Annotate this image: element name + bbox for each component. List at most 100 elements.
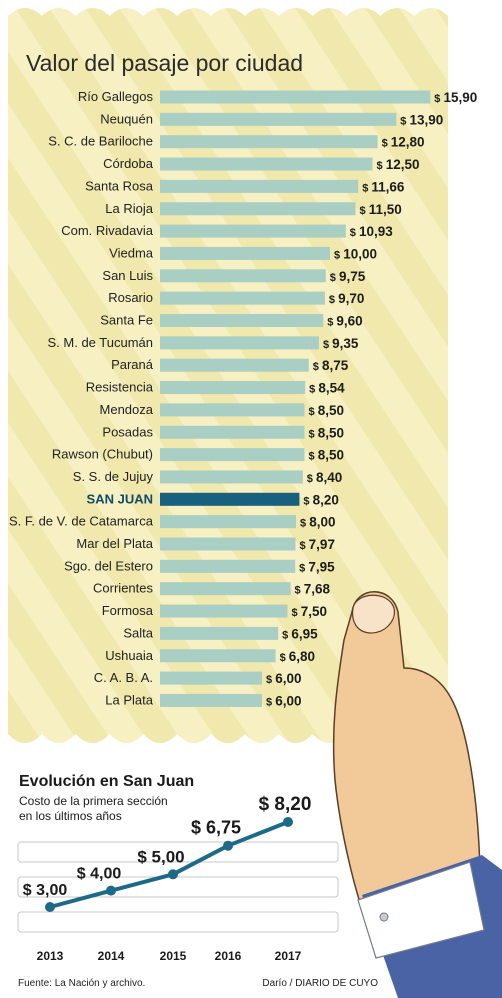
bar [160,470,303,484]
bar-value-label: $ 8,50 [309,448,344,463]
bar-category-label: Posadas [102,424,153,439]
bar-value-label: $ 8,54 [309,381,345,396]
line-value-label: $ 3,00 [23,882,68,899]
line-point [45,902,55,912]
bar-value-label: $ 11,50 [360,202,402,217]
source-note: Fuente: La Nación y archivo. [18,978,146,989]
bar-category-label: Resistencia [86,380,154,395]
bar [160,135,378,149]
bar-category-label: Río Gallegos [78,89,154,104]
bar-category-label: S. F. de V. de Catamarca [9,514,154,529]
bar-value-label: $ 9,60 [327,314,362,329]
bar-category-label: Salta [123,625,153,640]
bar-value-label: $ 10,00 [334,246,377,261]
cuff-button [379,912,389,922]
x-tick-label: 2013 [37,949,64,963]
bar [160,626,279,640]
bar-category-label: Rosario [108,290,153,305]
line-point [168,869,178,880]
shirt-cuff [357,861,485,959]
bar-category-label: Sgo. del Estero [64,558,153,573]
bar-category-label: Santa Rosa [85,178,154,193]
bar [160,537,296,551]
ticket-stripe [8,8,194,743]
bar [160,515,296,529]
bar-category-label: Corrientes [93,581,153,596]
bar-highlight [160,492,300,506]
bar [160,157,373,171]
x-tick-label: 2014 [98,949,125,963]
bar [160,448,305,462]
bar [160,314,324,327]
bar [160,179,359,193]
bar-value-label: $ 15,90 [434,90,477,105]
bar-value-label: $ 6,00 [266,693,301,708]
ticket-stripe [8,8,448,743]
line-value-label: $ 5,00 [137,847,184,866]
line-value-label: $ 4,00 [77,866,122,883]
bar [160,559,296,573]
line-chart: Evolución en San Juan Costo de la primer… [17,773,339,963]
line-point [223,840,233,851]
bar-category-label: Rawson (Chubut) [52,447,153,462]
bar-category-label: Neuquén [100,111,153,126]
bar-value-label: $ 12,50 [377,157,420,172]
grid-band [17,911,339,933]
bar [160,202,356,216]
bar-value-label: $ 9,75 [330,269,366,284]
grid-band [17,841,339,863]
bar-category-label: SAN JUAN [87,491,153,506]
bar [160,582,291,596]
x-tick-label: 2015 [160,949,187,963]
bar-category-label: La Plata [105,692,153,707]
bar-category-label: La Rioja [105,201,153,216]
bar [160,604,288,618]
bar [160,336,319,350]
x-tick-label: 2016 [215,949,242,963]
bar-value-label: $ 8,20 [303,492,338,507]
bar [160,246,330,260]
bar-value-label: $ 8,75 [313,358,349,373]
bar-category-label: Ushuaia [105,648,153,663]
bar [160,291,325,305]
bar-value-label: $ 6,95 [282,626,318,641]
bar [160,403,305,417]
bar [160,425,305,439]
bar-value-label: $ 7,97 [299,537,334,552]
ticket-stripe [10,8,448,743]
bar-value-label: $ 11,66 [362,179,405,194]
grid-band [17,876,339,898]
x-tick-label: 2017 [275,949,302,963]
bar-category-label: Mar del Plata [76,536,153,551]
bar [160,269,326,283]
bar-chart-title: Valor del pasaje por ciudad [26,50,303,76]
bar-value-label: $ 12,80 [382,135,425,150]
bar-value-label: $ 9,70 [329,291,364,306]
bar-category-label: Córdoba [103,156,154,171]
line-point [106,885,116,896]
bar-value-label: $ 9,35 [323,336,359,351]
bar-category-label: San Luis [102,268,153,283]
bar-category-label: C. A. B. A. [94,670,153,685]
bar-category-label: S. C. de Bariloche [48,134,153,149]
bar-category-label: S. S. de Jujuy [73,469,154,484]
bar-category-label: Santa Fe [100,313,153,328]
bar-value-label: $ 13,90 [400,112,443,127]
bar-value-label: $ 8,50 [309,425,344,440]
hand-illustration [332,591,502,998]
bar [160,671,262,685]
ticket-stripe [290,8,448,743]
bar-chart: Río Gallegos $ 15,90 Neuquén $ 13,90 S. C. d… [9,89,477,708]
bar-category-label: Viedma [109,245,154,260]
thumbnail-shape [352,594,395,634]
bar [160,358,309,372]
line-chart-subtitle: Costo de la primera sección en los último… [19,794,168,823]
bar [160,693,262,707]
bar-category-label: S. M. de Tucumán [48,335,154,350]
credit-note: Darío / DIARIO DE CUYO [262,978,378,989]
bar-value-label: $ 8,50 [309,403,344,418]
bar-value-label: $ 7,50 [292,604,327,619]
bar [160,90,431,104]
bar-value-label: $ 8,00 [300,515,335,530]
bar-value-label: $ 8,40 [307,470,342,485]
